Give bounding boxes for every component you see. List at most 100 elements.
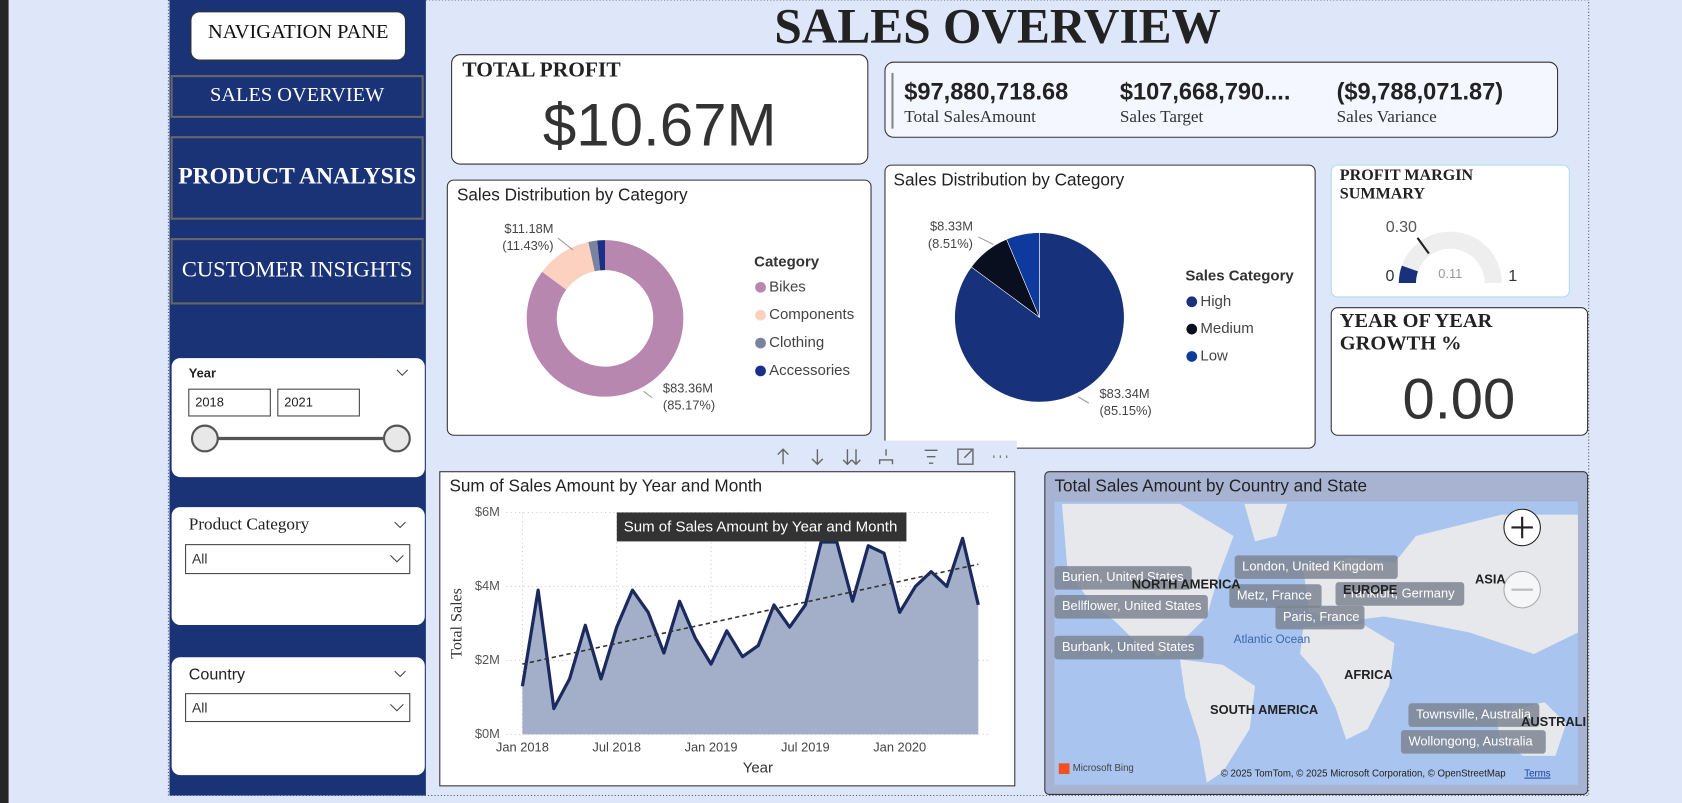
legend-swatch: [1186, 351, 1198, 362]
slicer-label: Product Category: [189, 514, 310, 533]
nav-item: CUSTOMER INSIGHTS: [182, 256, 412, 281]
place-label-box: [1229, 584, 1322, 608]
year-to-input[interactable]: [277, 388, 360, 417]
place-label: Burien, United States: [1062, 569, 1184, 584]
target-label: 0.30: [1386, 218, 1417, 236]
gauge-title-box: PROFIT MARGIN SUMMARY: [1339, 167, 1474, 203]
x-tick-label: Jan 2018: [496, 740, 549, 755]
legend-title: Sales Category: [1185, 268, 1294, 285]
gauge-value: 0.11: [1438, 266, 1462, 281]
data-label: $8.33M: [930, 219, 973, 234]
place-label: London, United Kingdom: [1242, 559, 1384, 574]
place-label-box: [1054, 635, 1204, 660]
slice: [1006, 232, 1040, 318]
legend-swatch: [1186, 296, 1198, 308]
tooltip-box: [616, 512, 907, 542]
slider-handle[interactable]: [190, 424, 219, 453]
card-label: Sales Variance: [1337, 107, 1438, 126]
card-title: YEAR OF YEAR GROWTH %: [1339, 310, 1493, 355]
legend-label: Accessories: [769, 362, 850, 379]
chevron: [390, 554, 404, 563]
legend-label: Medium: [1200, 320, 1253, 337]
place-label: Paris, France: [1283, 609, 1359, 624]
year-from-input[interactable]: [188, 388, 271, 417]
dropdown-value: All: [192, 550, 208, 566]
icon[interactable]: [811, 449, 824, 466]
chevron[interactable]: [394, 521, 406, 529]
icon[interactable]: [957, 448, 974, 465]
legend-label: Low: [1200, 347, 1228, 364]
card-value: $97,880,718.68: [904, 79, 1068, 105]
place-label-box: [1408, 703, 1540, 727]
continent: [1300, 623, 1395, 740]
place-label-box: [1054, 566, 1192, 590]
x-tick-label: Jul 2019: [781, 740, 830, 755]
y-axis-title: Total Sales: [449, 588, 466, 659]
place-label: Metz, France: [1237, 587, 1312, 602]
card-title: TOTAL PROFIT: [462, 58, 620, 82]
icon[interactable]: [777, 448, 789, 465]
chevron[interactable]: [394, 670, 406, 678]
data-label: (85.15%): [1100, 403, 1152, 418]
nav-item: SALES OVERVIEW: [210, 84, 385, 106]
leader-line: [1077, 396, 1090, 404]
place-label: Burbank, United States: [1062, 639, 1194, 654]
slicer-label: Country: [189, 666, 245, 684]
chevron[interactable]: [396, 369, 409, 376]
year-to: 2021: [284, 395, 313, 410]
x-axis-title: Year: [743, 760, 773, 777]
brand-logo: [1058, 763, 1070, 775]
gauge-fill: [1398, 265, 1418, 284]
icon[interactable]: [878, 449, 894, 465]
map[interactable]: Burien, United States Bellflower, United …: [1054, 501, 1586, 785]
nav-title-button[interactable]: [190, 11, 407, 61]
slice: [542, 241, 595, 290]
legend-swatch: [755, 365, 766, 377]
legend-swatch: [755, 309, 766, 321]
card-value: 0.00: [1403, 367, 1516, 431]
map-title: Total Sales Amount by Country and State: [1054, 475, 1367, 495]
place-label: Wollongong, Australia: [1408, 733, 1533, 748]
multi-card: [884, 61, 1559, 138]
place-label: Frankfurt, Germany: [1343, 585, 1455, 600]
dropdown[interactable]: [185, 693, 411, 723]
legend-swatch: [1186, 323, 1198, 335]
chart-title: PROFIT MARGIN SUMMARY: [1339, 167, 1474, 203]
data-label: (85.17%): [663, 398, 715, 413]
card-value: $10.67M: [543, 92, 777, 159]
place-label-box: [1335, 582, 1465, 606]
place-label-box: [1054, 595, 1208, 619]
data-label: $83.34M: [1100, 386, 1150, 401]
y-tick-label: $0M: [475, 726, 500, 741]
icon[interactable]: [924, 449, 938, 464]
legend-swatch: [755, 337, 766, 349]
dropdown[interactable]: [185, 544, 411, 575]
leader-line: [557, 237, 574, 251]
trend-line: [522, 563, 979, 665]
card-label: Total SalesAmount: [904, 107, 1036, 126]
map-brand: Microsoft Bing: [1073, 763, 1134, 774]
card-value: $107,668,790....: [1120, 79, 1290, 105]
region-label: AUSTRALI: [1521, 714, 1586, 729]
nav-button[interactable]: [170, 136, 424, 220]
gauge-track: [1398, 231, 1502, 284]
legend-title: Category: [754, 254, 820, 271]
slider-handle[interactable]: [382, 424, 411, 453]
legend-label: Clothing: [769, 334, 824, 351]
chart-title: Sales Distribution by Category: [457, 185, 688, 205]
yoy-card: [1330, 307, 1589, 436]
continent: [1179, 659, 1256, 783]
chart-title: Sum of Sales Amount by Year and Month: [449, 475, 762, 495]
place-label-box: [1400, 730, 1546, 754]
map-attribution: © 2025 TomTom, © 2025 Microsoft Corporat…: [1221, 769, 1506, 780]
y-tick-label: $4M: [475, 578, 500, 593]
leader-line: [643, 390, 653, 399]
icon[interactable]: [842, 449, 861, 466]
year-from: 2018: [195, 395, 224, 410]
data-label: (8.51%): [928, 236, 973, 251]
nav-button[interactable]: [170, 238, 424, 305]
legend-label: High: [1200, 293, 1231, 310]
nav-button[interactable]: [170, 75, 424, 118]
